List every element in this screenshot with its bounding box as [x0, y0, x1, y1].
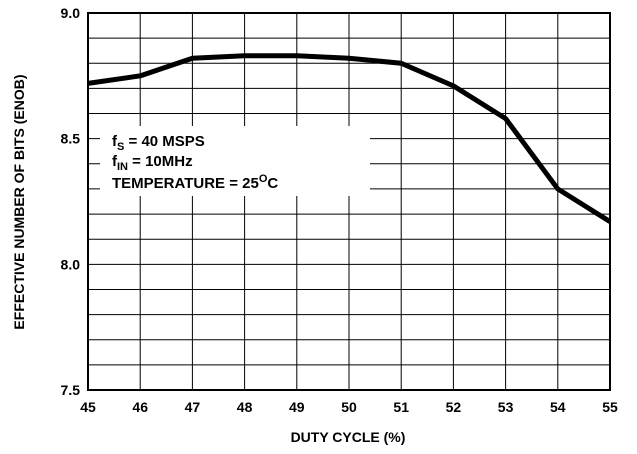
- x-tick-label: 53: [498, 399, 514, 415]
- annotation-box: [100, 126, 370, 196]
- y-tick-label: 8.0: [61, 256, 81, 272]
- annotation-text: f: [112, 153, 118, 170]
- y-tick-label: 8.5: [61, 131, 81, 147]
- annotation-sup: O: [259, 173, 268, 185]
- x-tick-label: 52: [446, 399, 462, 415]
- x-tick-label: 50: [341, 399, 357, 415]
- x-tick-label: 47: [185, 399, 201, 415]
- data-line: [87, 53, 612, 224]
- x-tick-label: 49: [289, 399, 305, 415]
- annotation-sub: S: [117, 141, 124, 153]
- annotation-line: TEMPERATURE = 25OC: [112, 173, 278, 192]
- annotation-text: C: [267, 175, 278, 192]
- annotation-text: f: [112, 133, 118, 150]
- plot-frame: [87, 12, 611, 391]
- x-axis-label: DUTY CYCLE (%): [291, 429, 406, 445]
- x-tick-label: 48: [237, 399, 253, 415]
- y-tick-label: 7.5: [61, 382, 81, 398]
- x-tick-label: 54: [550, 399, 566, 415]
- x-tick-label: 55: [602, 399, 618, 415]
- annotation-line: fIN = 10MHz: [112, 153, 193, 173]
- annotation-text: = 40 MSPS: [124, 133, 204, 150]
- y-axis-label: EFFECTIVE NUMBER OF BITS (ENOB): [11, 74, 27, 329]
- x-tick-label: 51: [393, 399, 409, 415]
- y-tick-label: 9.0: [61, 5, 81, 21]
- annotation-line: fS = 40 MSPS: [112, 133, 205, 153]
- annotation-text: = 10MHz: [128, 153, 193, 170]
- annotation-sub: IN: [117, 161, 128, 173]
- marks: [87, 53, 612, 224]
- annotation-text: TEMPERATURE = 25: [112, 175, 259, 192]
- x-tick-label: 46: [132, 399, 148, 415]
- x-tick-label: 45: [80, 399, 96, 415]
